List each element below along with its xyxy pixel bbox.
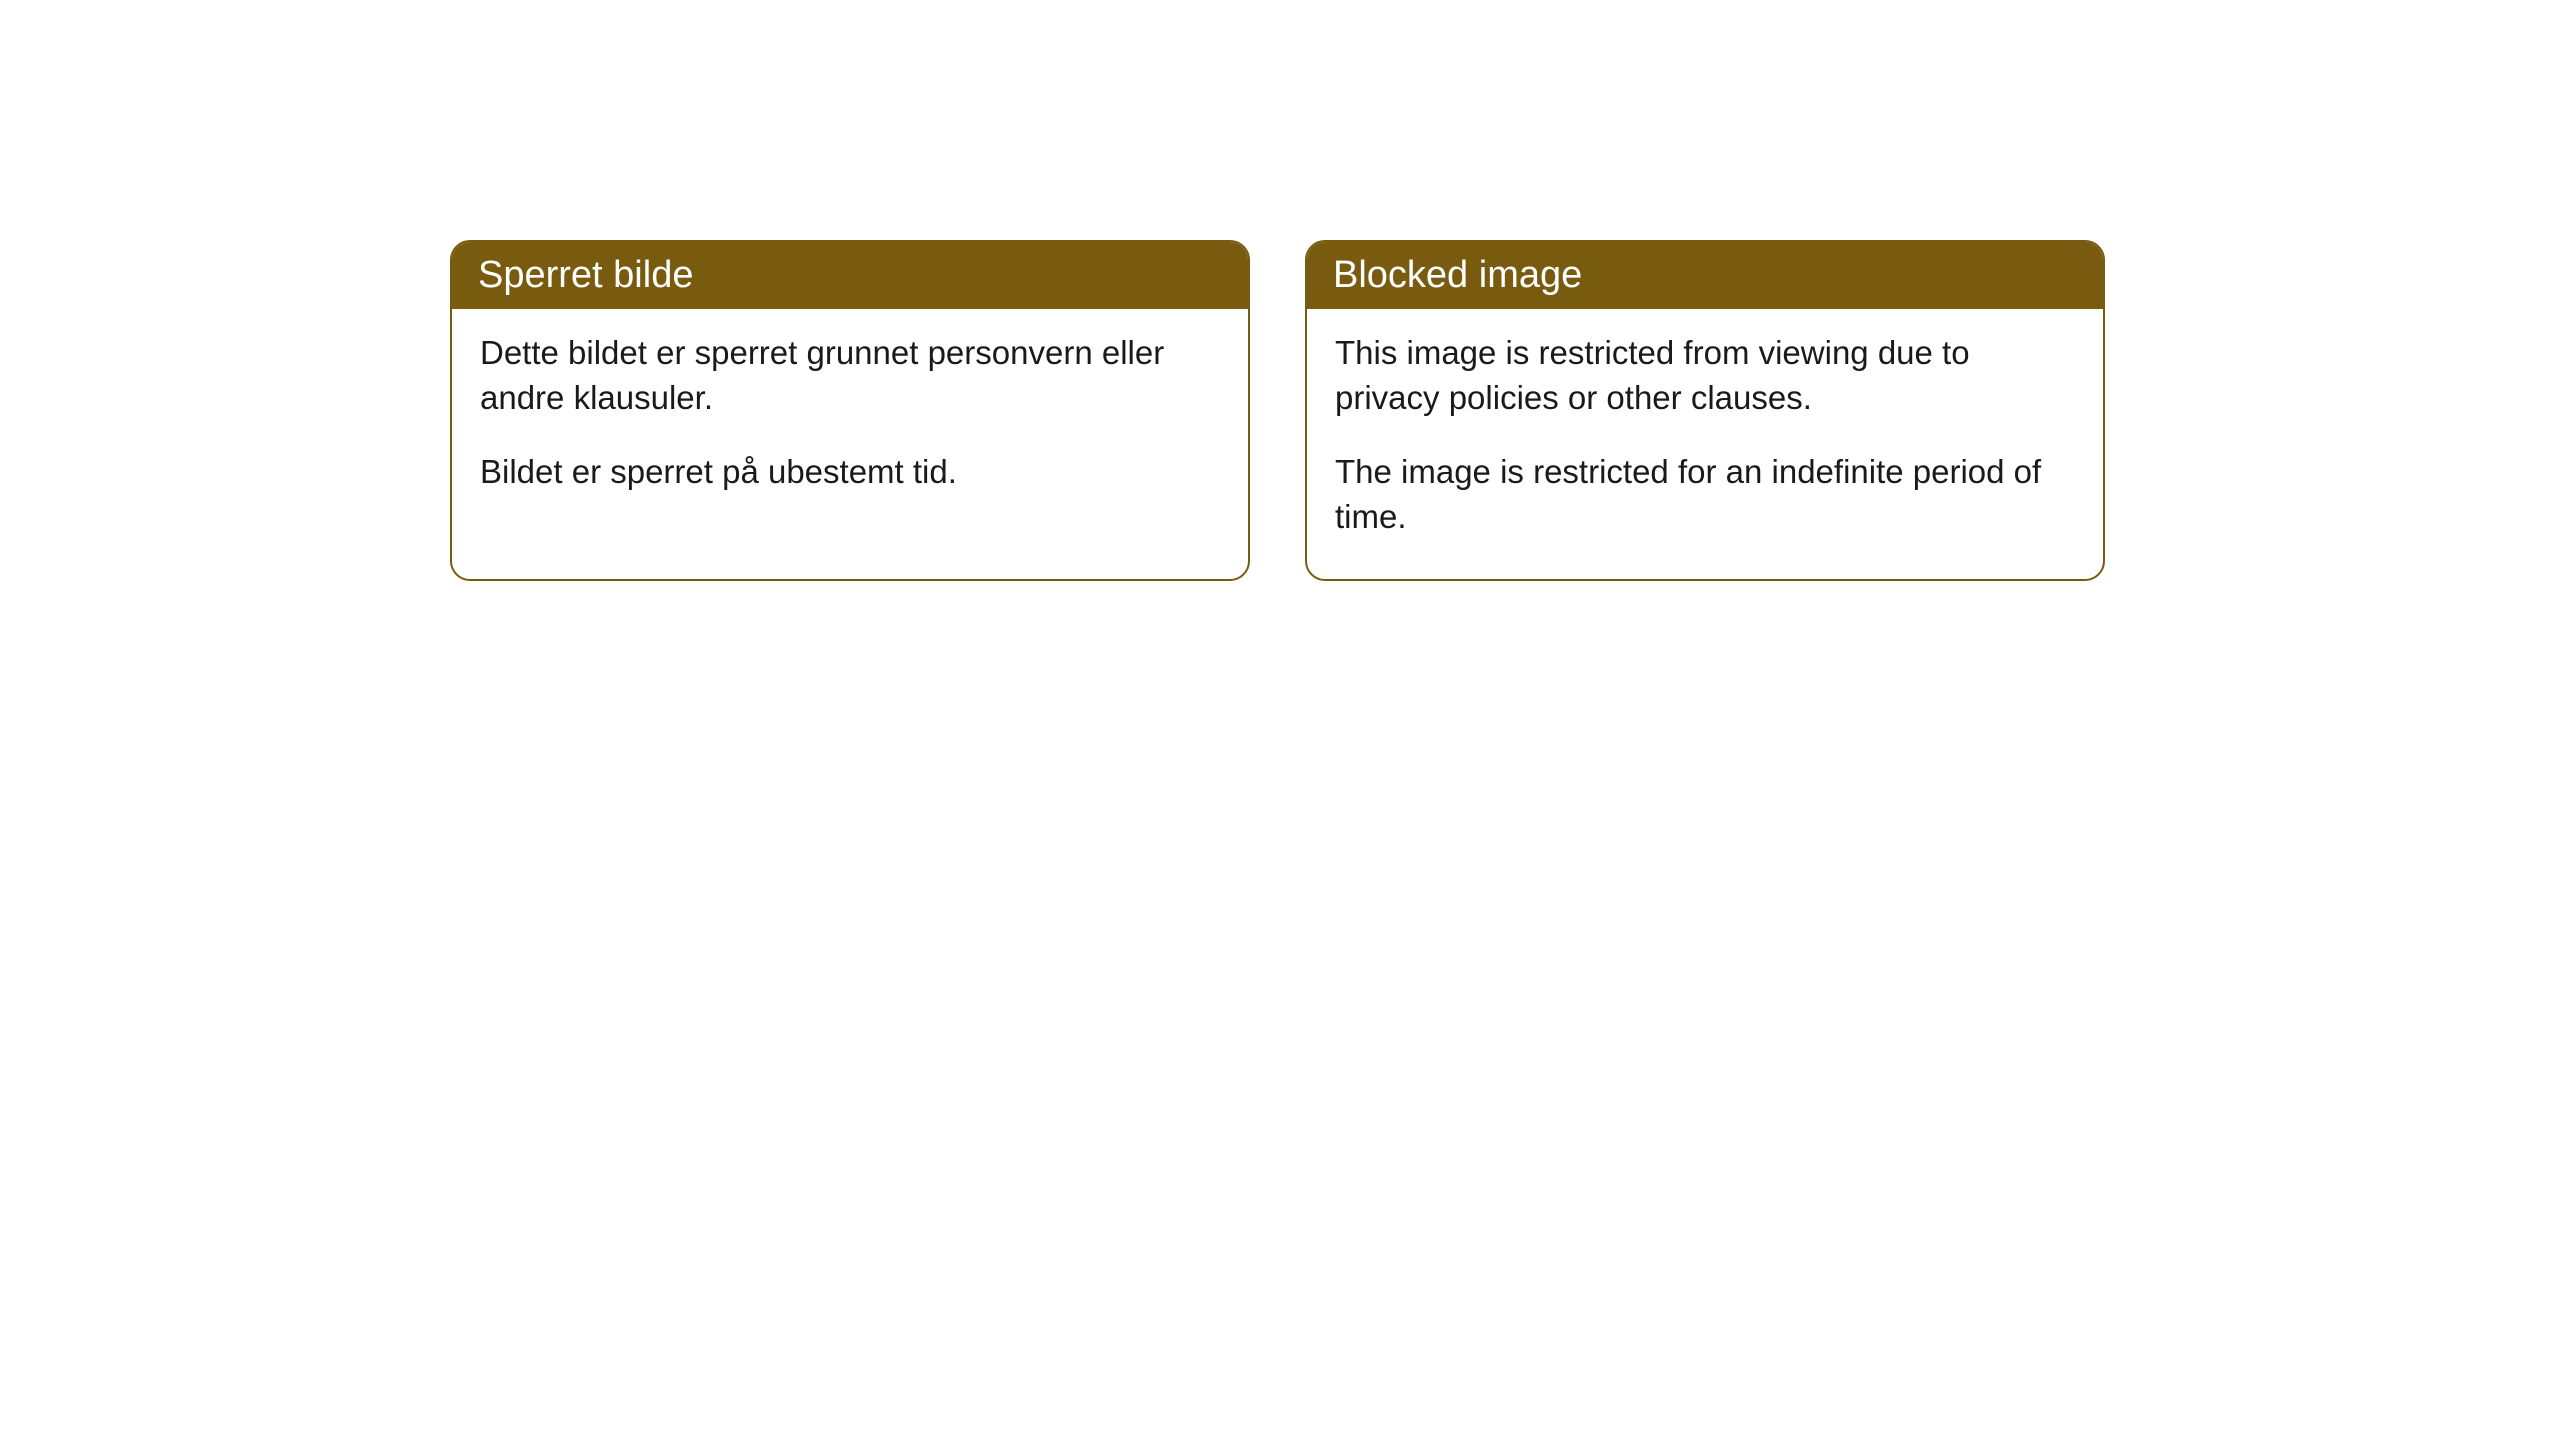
notice-card-norwegian: Sperret bilde Dette bildet er sperret gr…	[450, 240, 1250, 581]
card-header: Blocked image	[1307, 242, 2103, 309]
notice-card-english: Blocked image This image is restricted f…	[1305, 240, 2105, 581]
card-paragraph: Dette bildet er sperret grunnet personve…	[480, 331, 1220, 420]
card-title: Sperret bilde	[478, 254, 693, 296]
card-paragraph: The image is restricted for an indefinit…	[1335, 450, 2075, 539]
card-body: This image is restricted from viewing du…	[1307, 309, 2103, 579]
notice-container: Sperret bilde Dette bildet er sperret gr…	[0, 0, 2560, 581]
card-title: Blocked image	[1333, 254, 1582, 296]
card-body: Dette bildet er sperret grunnet personve…	[452, 309, 1248, 535]
card-header: Sperret bilde	[452, 242, 1248, 309]
card-paragraph: Bildet er sperret på ubestemt tid.	[480, 450, 1220, 495]
card-paragraph: This image is restricted from viewing du…	[1335, 331, 2075, 420]
